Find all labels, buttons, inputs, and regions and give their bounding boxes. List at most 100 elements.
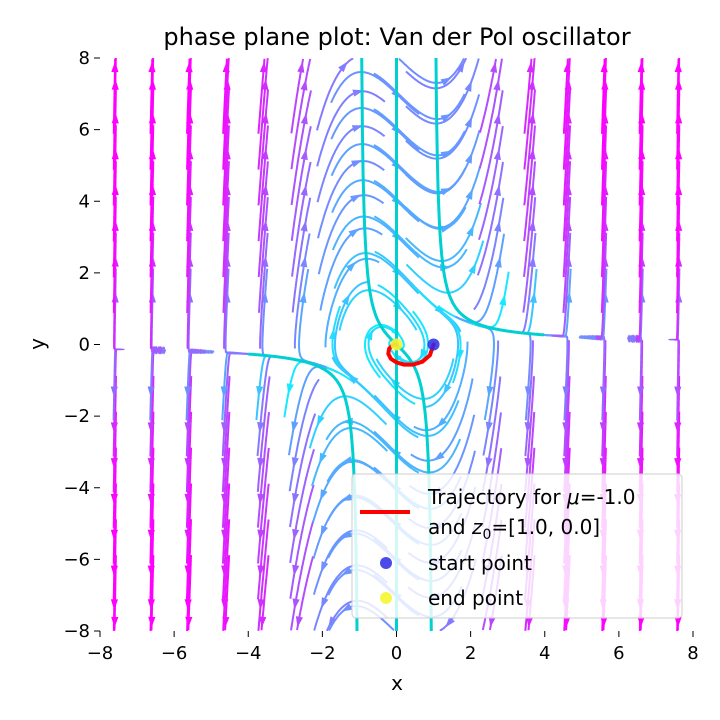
streamline (221, 351, 242, 457)
streamline-arrow (464, 152, 473, 164)
streamline-arrow (286, 383, 294, 395)
y-ticks: −8 −6 −4 −2 0 2 4 6 8 (63, 48, 100, 642)
streamline-arrow (320, 489, 328, 501)
streamline-arrow (524, 386, 532, 398)
streamline-arrow (259, 616, 267, 628)
streamline-arrow (341, 603, 353, 612)
streamline (373, 108, 466, 157)
streamline (331, 179, 420, 223)
streamline-arrow (221, 599, 229, 611)
streamline (412, 285, 462, 384)
legend-start-marker (380, 557, 392, 569)
streamline-arrow (257, 598, 265, 611)
y-tick-label: −4 (63, 478, 90, 499)
legend-start-label: start point (428, 551, 532, 575)
streamline-arrow (494, 220, 502, 232)
streamline (523, 125, 536, 242)
streamline (186, 197, 192, 313)
streamline-arrow (341, 566, 353, 576)
streamline-arrow (493, 79, 501, 91)
streamline (186, 519, 192, 631)
streamline-arrow (347, 374, 359, 385)
start-point-marker (427, 338, 440, 351)
streamline (523, 161, 537, 277)
streamline (222, 161, 230, 278)
streamline-arrow (300, 184, 308, 196)
streamline (222, 447, 231, 564)
streamline (551, 232, 572, 338)
streamline (256, 355, 287, 457)
streamline (290, 90, 312, 206)
streamline-arrow (291, 457, 299, 469)
streamline (185, 447, 193, 564)
streamline (522, 197, 537, 313)
streamline-arrow (528, 148, 536, 160)
y-tick-label: 2 (79, 263, 90, 284)
streamline-arrow (528, 184, 536, 196)
streamline (563, 340, 570, 457)
streamline (405, 94, 481, 160)
x-axis-label: x (391, 671, 403, 695)
streamline (186, 161, 192, 278)
streamline (222, 58, 230, 170)
streamline-arrow (440, 77, 452, 86)
streamline (364, 323, 405, 379)
streamline (316, 90, 386, 167)
y-tick-label: −8 (63, 621, 90, 642)
streamline-arrow (291, 421, 299, 433)
streamline-arrow (292, 493, 300, 505)
streamline (562, 89, 571, 206)
streamline-arrow (346, 261, 357, 272)
streamline-arrow (300, 148, 308, 161)
y-tick-label: 4 (79, 191, 90, 212)
y-tick-label: −2 (63, 406, 90, 427)
streamline (367, 325, 416, 405)
streamline (562, 58, 571, 170)
streamline-arrow (351, 125, 364, 133)
streamline (222, 89, 230, 206)
y-tick-label: 8 (79, 48, 90, 69)
x-tick-label: −6 (161, 643, 188, 664)
streamline-arrow (528, 78, 536, 91)
streamline-arrow (562, 386, 570, 398)
streamline-arrow (257, 457, 265, 469)
streamline-arrow (257, 493, 265, 505)
streamline-arrow (637, 61, 645, 73)
streamline-arrow (674, 61, 682, 73)
streamline-arrow (300, 220, 308, 232)
streamline (221, 376, 231, 492)
streamline-arrow (221, 422, 229, 434)
streamline (600, 197, 608, 313)
streamline-arrow (148, 61, 156, 73)
streamline-arrow (320, 561, 329, 573)
streamline (373, 394, 460, 437)
streamline (536, 333, 569, 421)
legend-end-label: end point (428, 586, 523, 610)
streamline (398, 58, 465, 85)
streamline-arrow (184, 458, 192, 470)
streamline-arrow (562, 422, 570, 434)
streamline (261, 268, 295, 360)
streamline-arrow (526, 61, 534, 73)
streamline-arrow (348, 228, 360, 238)
nullcline-y (248, 352, 359, 631)
streamline (466, 320, 495, 421)
x-tick-label: 4 (539, 643, 550, 664)
legend-box (351, 473, 683, 619)
streamline (523, 58, 536, 170)
streamline (330, 143, 420, 187)
streamline-arrow (599, 422, 607, 434)
streamline-arrow (221, 493, 229, 505)
streamline-arrow (341, 456, 353, 464)
streamline-arrow (436, 417, 447, 428)
streamline (222, 125, 230, 242)
streamline (586, 334, 606, 421)
streamline-arrow (674, 422, 682, 434)
streamline (311, 427, 389, 487)
streamline-arrow (599, 386, 607, 398)
streamline (186, 89, 192, 206)
streamline-arrow (338, 61, 348, 73)
streamline (523, 89, 536, 206)
streamline-arrow (220, 386, 228, 398)
streamline-arrow (674, 386, 682, 398)
